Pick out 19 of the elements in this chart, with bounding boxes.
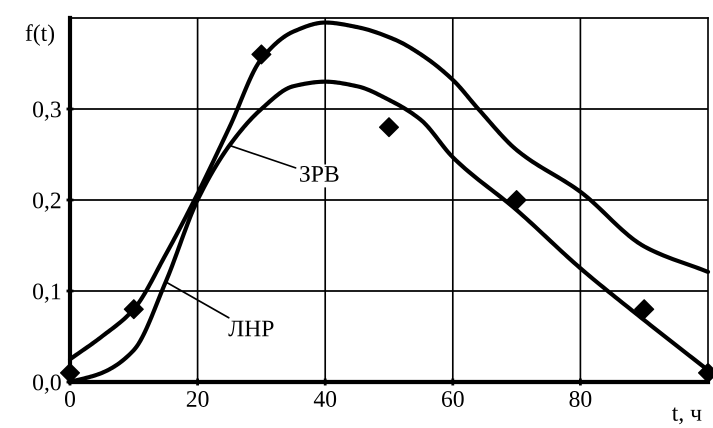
y-tick-label: 0,2 bbox=[33, 192, 60, 212]
y-tick-label: 0,1 bbox=[33, 283, 60, 303]
point bbox=[60, 362, 80, 383]
y-axis-title: f(t) bbox=[26, 24, 54, 46]
y-tick-label: 0,3 bbox=[33, 101, 61, 121]
x-tick-label: 0 bbox=[64, 391, 76, 407]
point bbox=[124, 299, 144, 320]
x-tick-label: 40 bbox=[314, 391, 336, 407]
point bbox=[634, 299, 654, 320]
annotation: ЗРВ bbox=[300, 166, 338, 182]
x-tick-label: 20 bbox=[186, 391, 209, 407]
point bbox=[506, 190, 527, 210]
x-axis-title: t, ч bbox=[672, 407, 702, 424]
point bbox=[251, 44, 272, 64]
annotation: ЛНР bbox=[228, 320, 274, 336]
x-tick-label: 60 bbox=[442, 391, 464, 407]
y-tick-label: 0,0 bbox=[33, 374, 61, 394]
point bbox=[378, 117, 400, 138]
x-tick-label: 80 bbox=[569, 391, 592, 407]
